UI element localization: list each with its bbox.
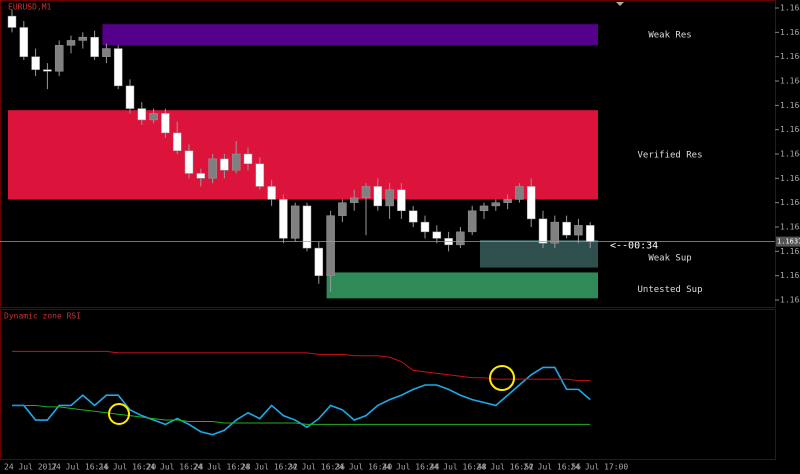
candle-body [467,210,477,233]
y-tick-label: 1.16505 [780,28,800,37]
zone-label: Weak Res [648,30,691,40]
x-tick-label: 24 Jul 16:32 [240,463,298,472]
candle-body [479,205,489,212]
candle-body [585,225,595,242]
candle-body [208,158,217,179]
candle-body [125,85,135,109]
candle-body [255,163,265,187]
candle-body [349,197,359,203]
candle-body [66,40,76,46]
candle-body [90,36,99,57]
zone-label: Verified Res [637,150,702,160]
candle-body [43,69,52,72]
candle-body [526,186,536,220]
candle-body [184,150,194,174]
candle-body [290,205,300,239]
x-tick-label: 24 Jul 16:24 [146,463,204,472]
x-tick-label: 24 Jul 16:56 [523,463,581,472]
candle-body [102,48,111,57]
candle-body [7,15,17,28]
candle-body [515,186,524,200]
y-tick-label: 1.16520 [780,4,800,13]
highlight [108,403,130,425]
candle-body [397,189,406,212]
candle-body [503,199,512,203]
zone [102,24,599,46]
y-tick-label: 1.16340 [780,296,800,305]
y-tick-label: 1.16415 [780,174,800,183]
price-tag: 1.16376 [777,238,800,246]
candle-body [231,153,241,171]
indicator-title: Dynamic zone RSI [4,312,81,321]
candle-body [420,221,430,233]
y-tick-label: 1.16475 [780,77,800,86]
candle-body [137,108,147,121]
x-tick-label: 24 Jul 16:48 [429,463,487,472]
candle-body [562,221,571,236]
candle-body [31,56,40,70]
y-tick-label: 1.16430 [780,150,800,159]
candle-body [408,210,418,223]
candle-body [279,199,288,239]
candle-body [113,48,123,87]
candle-body [161,113,170,134]
y-tick-label: 1.16400 [780,198,800,207]
x-tick-label: 24 Jul 16:44 [382,463,440,472]
zone [326,272,598,299]
candle-body [54,45,64,72]
candle-body [574,225,583,236]
candle-body [314,247,324,276]
x-tick-label: 24 Jul 16:36 [287,463,345,472]
x-tick-label: 24 Jul 16:28 [193,463,251,472]
candle-body [456,231,465,246]
y-tick-label: 1.16445 [780,125,800,134]
candle-body [267,186,276,200]
y-tick-label: 1.16460 [780,101,800,110]
candle-body [19,27,29,57]
candle-body [302,205,312,249]
candle-body [361,186,371,199]
candle-body [172,132,182,152]
candle-body [538,218,548,244]
candle-body [196,173,206,179]
candle-body [243,153,253,164]
y-tick-label: 1.16355 [780,271,800,280]
candle-body [78,36,88,41]
x-tick-label: 24 Jul 16:16 [51,463,109,472]
countdown: <--00:34 [610,241,658,252]
chart-layer: Weak Res Verified Res Weak Sup Untested Sup… [0,4,800,472]
candle-body [491,202,501,207]
candle-body [550,221,560,244]
candle-body [432,231,442,239]
zone-label: Weak Sup [648,253,691,263]
symbol-title: EURUSD,M1 [8,3,52,12]
candle-body [326,215,335,276]
zone [8,110,598,200]
candle-body [385,189,394,207]
indicator-frame [0,309,776,460]
x-tick-label: 24 Jul 2017 [4,463,57,472]
candle-body [149,113,158,121]
y-tick-label: 1.16490 [780,52,800,61]
highlight [489,365,515,391]
shift-marker [616,2,624,6]
zone-label: Untested Sup [637,285,702,295]
zone [480,239,598,268]
y-tick-label: 1.16385 [780,223,800,232]
indicator-line [12,350,591,382]
y-tick-label: 1.16370 [780,247,800,256]
candle-body [220,158,229,171]
x-tick-label: 24 Jul 17:00 [570,463,628,472]
candle-body [338,202,347,216]
x-tick-label: 24 Jul 16:20 [98,463,156,472]
x-tick-label: 24 Jul 16:52 [476,463,534,472]
x-tick-label: 24 Jul 16:40 [334,463,392,472]
candle-body [373,186,383,207]
price-tag-bg [776,236,800,247]
